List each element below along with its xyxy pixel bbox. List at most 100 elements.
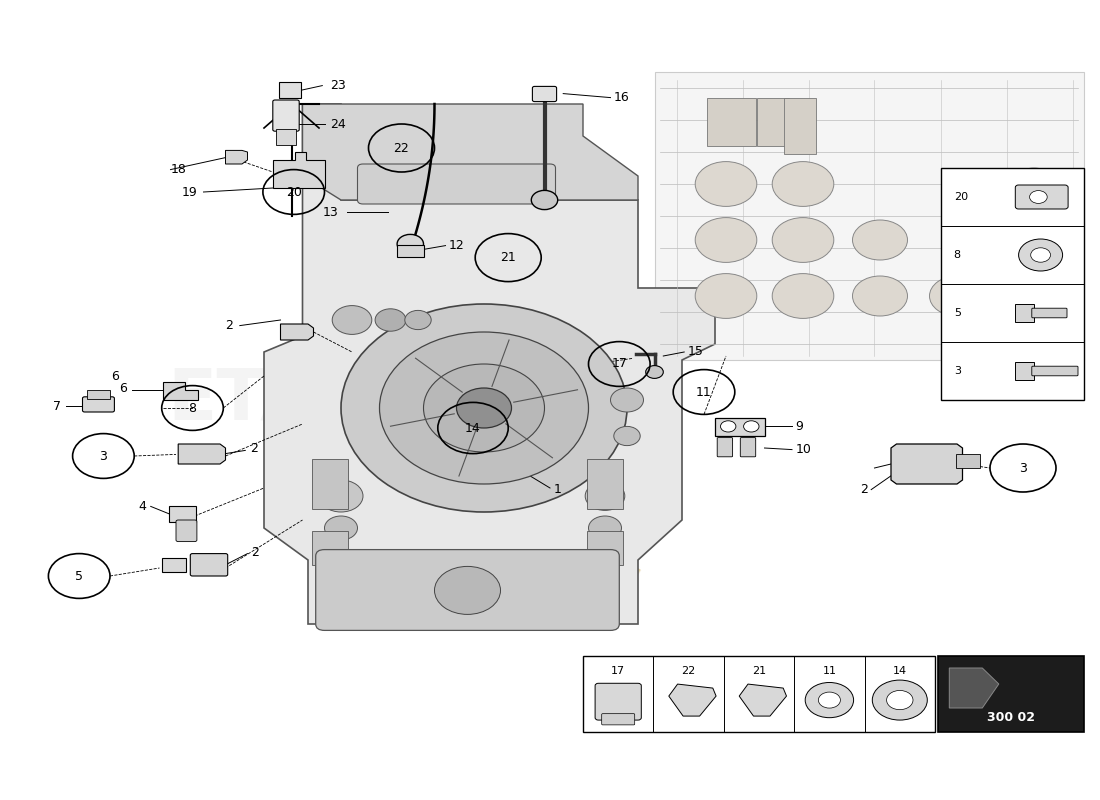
Circle shape (319, 480, 363, 512)
Text: a passion for parts since 1994: a passion for parts since 1994 (346, 405, 644, 587)
Text: 18: 18 (170, 163, 186, 176)
Text: 300 02: 300 02 (987, 711, 1035, 724)
Circle shape (610, 388, 643, 412)
Circle shape (614, 426, 640, 446)
FancyBboxPatch shape (757, 98, 789, 146)
Polygon shape (715, 418, 764, 436)
Text: 9: 9 (795, 420, 803, 433)
Text: 2: 2 (226, 319, 233, 332)
FancyBboxPatch shape (595, 683, 641, 720)
FancyBboxPatch shape (938, 656, 1084, 732)
Polygon shape (178, 444, 226, 464)
Circle shape (1030, 190, 1047, 203)
FancyBboxPatch shape (717, 438, 733, 457)
FancyBboxPatch shape (82, 397, 114, 412)
FancyBboxPatch shape (1032, 308, 1067, 318)
Text: 2: 2 (250, 442, 257, 454)
Polygon shape (163, 382, 198, 400)
Circle shape (1031, 248, 1050, 262)
Text: 20: 20 (286, 186, 301, 198)
Circle shape (434, 566, 500, 614)
Polygon shape (264, 104, 715, 624)
Polygon shape (739, 684, 786, 716)
Text: 3: 3 (954, 366, 960, 376)
FancyBboxPatch shape (190, 554, 228, 576)
Polygon shape (949, 668, 999, 708)
Circle shape (772, 162, 834, 206)
Circle shape (1019, 239, 1063, 271)
Text: 1: 1 (553, 483, 561, 496)
FancyBboxPatch shape (740, 438, 756, 457)
Circle shape (1012, 224, 1056, 256)
Text: 21: 21 (752, 666, 766, 675)
Circle shape (872, 680, 927, 720)
Text: 8: 8 (188, 402, 197, 414)
FancyBboxPatch shape (583, 656, 935, 732)
Circle shape (332, 306, 372, 334)
Circle shape (695, 274, 757, 318)
Text: 24: 24 (330, 118, 345, 130)
Text: 11: 11 (696, 386, 712, 398)
Text: 15: 15 (688, 346, 703, 358)
Text: ETA: ETA (167, 366, 317, 434)
FancyBboxPatch shape (1015, 362, 1034, 380)
FancyBboxPatch shape (397, 245, 424, 257)
Text: 7: 7 (53, 400, 60, 413)
Polygon shape (273, 152, 324, 188)
FancyBboxPatch shape (169, 506, 196, 522)
Circle shape (585, 482, 625, 510)
FancyBboxPatch shape (312, 531, 348, 565)
FancyBboxPatch shape (1032, 366, 1078, 376)
Circle shape (397, 234, 424, 254)
Text: 6: 6 (119, 382, 126, 394)
Text: 23: 23 (330, 79, 345, 92)
FancyBboxPatch shape (1015, 185, 1068, 209)
Text: 20: 20 (954, 192, 968, 202)
FancyBboxPatch shape (940, 168, 1084, 400)
FancyBboxPatch shape (602, 714, 635, 725)
Circle shape (772, 218, 834, 262)
Circle shape (695, 162, 757, 206)
Text: 2: 2 (860, 483, 868, 496)
Circle shape (852, 220, 907, 260)
Circle shape (930, 276, 984, 316)
FancyBboxPatch shape (956, 454, 980, 468)
FancyBboxPatch shape (707, 98, 756, 146)
Text: 22: 22 (682, 666, 695, 675)
Text: 3: 3 (99, 450, 108, 462)
Text: 21: 21 (500, 251, 516, 264)
Text: 4: 4 (139, 500, 146, 513)
Circle shape (405, 310, 431, 330)
Text: 11: 11 (823, 666, 836, 675)
Circle shape (818, 692, 840, 708)
Polygon shape (891, 444, 962, 484)
FancyBboxPatch shape (1015, 304, 1034, 322)
FancyBboxPatch shape (654, 72, 1084, 360)
Text: 6: 6 (111, 370, 119, 382)
Circle shape (852, 276, 907, 316)
Text: 10: 10 (795, 443, 811, 456)
Circle shape (531, 190, 558, 210)
FancyBboxPatch shape (276, 129, 296, 145)
FancyBboxPatch shape (87, 390, 110, 399)
Text: 12: 12 (449, 239, 464, 252)
Circle shape (744, 421, 759, 432)
Text: 5: 5 (75, 570, 84, 582)
Polygon shape (226, 150, 248, 164)
Circle shape (720, 421, 736, 432)
FancyBboxPatch shape (176, 520, 197, 542)
Text: 3: 3 (1019, 462, 1027, 474)
FancyBboxPatch shape (587, 531, 623, 565)
Text: 5: 5 (954, 308, 960, 318)
Text: 2: 2 (251, 546, 258, 558)
Text: 17: 17 (612, 358, 627, 370)
Circle shape (887, 690, 913, 710)
Circle shape (805, 682, 854, 718)
Text: 16: 16 (614, 91, 629, 104)
Circle shape (695, 218, 757, 262)
Text: 14: 14 (465, 422, 481, 434)
Circle shape (379, 332, 588, 484)
Text: 22: 22 (394, 142, 409, 154)
Text: 13: 13 (323, 206, 339, 218)
Circle shape (456, 388, 512, 428)
